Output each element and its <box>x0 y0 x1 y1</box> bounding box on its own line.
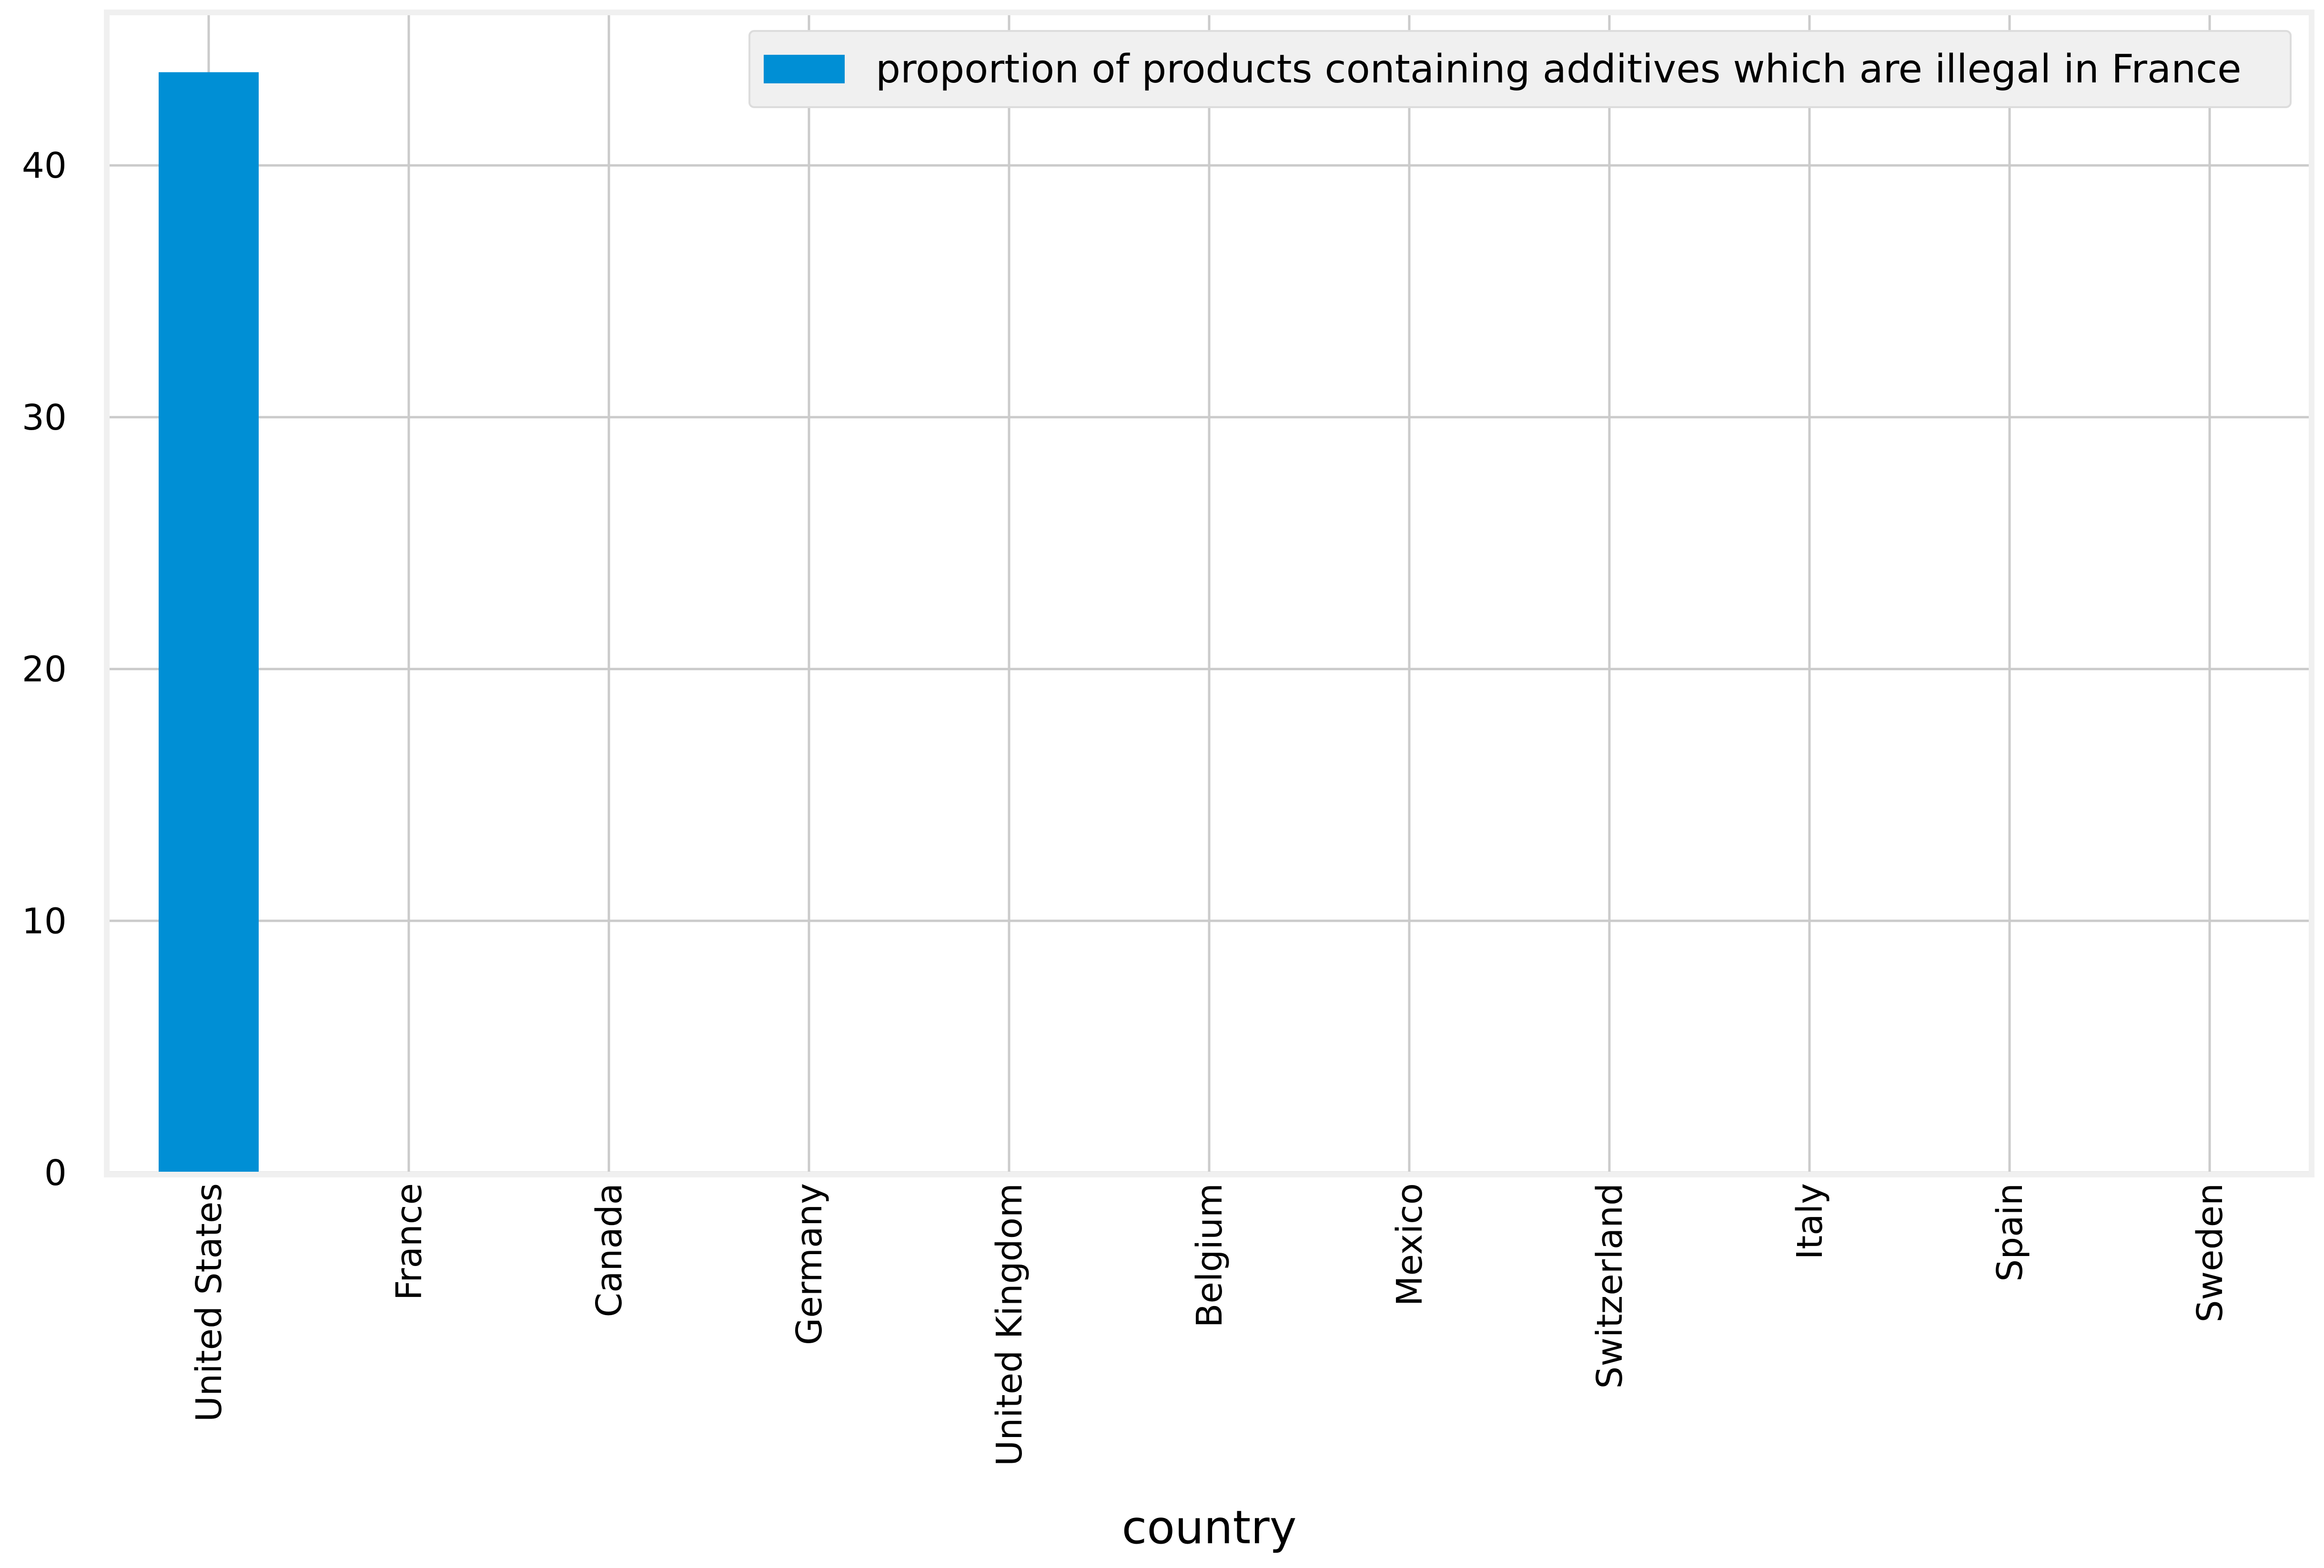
x-tick-label: Germany <box>789 1183 830 1345</box>
x-tick-label: Canada <box>589 1183 630 1317</box>
y-tick-label: 20 <box>22 649 67 690</box>
x-tick-label: Mexico <box>1389 1183 1430 1306</box>
bars <box>159 72 259 1173</box>
y-tick-label: 10 <box>22 901 67 942</box>
x-tick-label: Spain <box>1990 1183 2031 1282</box>
legend: proportion of products containing additi… <box>748 30 2292 108</box>
legend-box <box>748 30 2292 108</box>
x-tick-label: Belgium <box>1189 1183 1230 1327</box>
x-axis-title: country <box>1122 1501 1296 1554</box>
legend-swatch <box>764 55 845 83</box>
x-tick-label: United States <box>189 1183 230 1422</box>
y-tick-label: 30 <box>22 397 67 438</box>
x-tick-label: France <box>389 1183 430 1300</box>
x-tick-label: Switzerland <box>1589 1183 1630 1389</box>
y-tick-label: 40 <box>22 145 67 186</box>
x-tick-label: Sweden <box>2190 1183 2231 1322</box>
x-tick-label: Italy <box>1789 1183 1830 1260</box>
y-tick-label: 0 <box>44 1153 67 1194</box>
y-axis-ticks: 0 10 20 30 40 <box>22 145 67 1194</box>
x-tick-label: United Kingdom <box>989 1183 1030 1466</box>
bar <box>159 72 259 1173</box>
x-axis-ticks: United States France Canada Germany United K… <box>189 1183 2231 1466</box>
plot-frame <box>104 10 2314 1177</box>
legend-label: proportion of products containing additi… <box>876 47 2242 92</box>
